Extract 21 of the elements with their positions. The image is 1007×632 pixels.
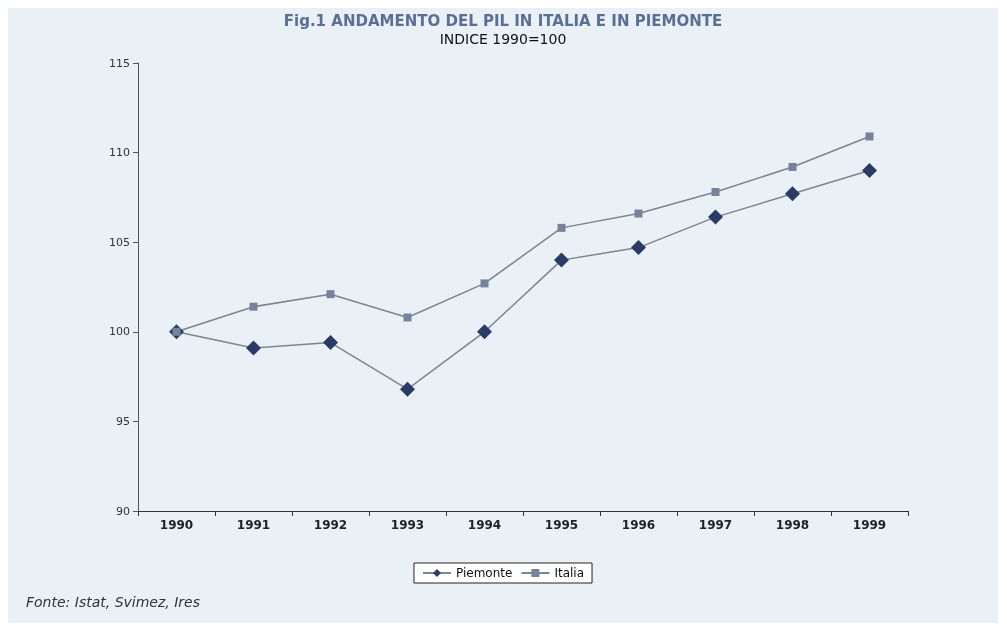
legend-label: Piemonte [455,566,513,580]
x-tick-label: 1997 [698,518,733,532]
chart-subtitle: INDICE 1990=100 [439,31,567,47]
source-note: Fonte: Istat, Svimez, Ires [26,594,200,610]
x-tick-label: 1994 [467,518,502,532]
y-tick-label: 110 [109,146,130,160]
x-tick-label: 1990 [159,518,194,532]
x-tick-label: 1996 [621,518,656,532]
y-tick-label: 105 [109,235,130,249]
legend-label: Italia [554,566,585,580]
chart-title: Fig.1 ANDAMENTO DEL PIL IN ITALIA E IN PIEMONTE [283,11,723,30]
y-tick-label: 100 [109,325,130,339]
x-tick-label: 1992 [313,518,348,532]
x-tick-label: 1991 [236,518,271,532]
x-tick-label: 1998 [775,518,810,532]
x-tick-label: 1999 [852,518,887,532]
x-tick-label: 1993 [390,518,425,532]
y-tick-label: 90 [116,504,130,518]
y-tick-label: 95 [116,414,130,428]
x-tick-label: 1995 [544,518,579,532]
y-tick-label: 115 [109,56,130,70]
